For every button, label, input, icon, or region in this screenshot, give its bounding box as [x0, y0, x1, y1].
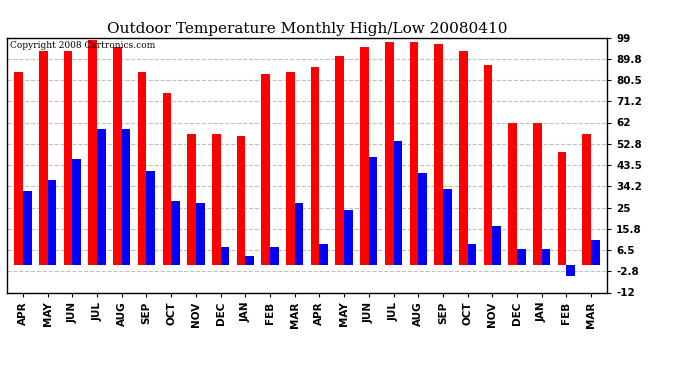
Bar — [113, 47, 121, 265]
Bar — [310, 68, 319, 265]
Bar — [582, 134, 591, 265]
Bar — [542, 249, 551, 265]
Bar — [493, 226, 501, 265]
Bar — [212, 134, 221, 265]
Bar — [443, 189, 451, 265]
Bar — [360, 47, 369, 265]
Bar — [72, 159, 81, 265]
Bar — [63, 51, 72, 265]
Bar — [344, 210, 353, 265]
Bar — [459, 51, 468, 265]
Bar — [39, 51, 48, 265]
Bar — [270, 246, 279, 265]
Bar — [171, 201, 180, 265]
Bar — [410, 42, 418, 265]
Bar — [369, 157, 377, 265]
Bar — [558, 152, 566, 265]
Bar — [517, 249, 526, 265]
Bar — [533, 123, 542, 265]
Bar — [509, 123, 517, 265]
Bar — [286, 72, 295, 265]
Bar — [14, 72, 23, 265]
Bar — [88, 40, 97, 265]
Bar — [295, 203, 304, 265]
Bar — [97, 129, 106, 265]
Bar — [221, 246, 229, 265]
Bar — [146, 171, 155, 265]
Bar — [385, 42, 393, 265]
Bar — [237, 136, 245, 265]
Text: Copyright 2008 Cartronics.com: Copyright 2008 Cartronics.com — [10, 41, 155, 50]
Bar — [23, 191, 32, 265]
Bar — [121, 129, 130, 265]
Bar — [196, 203, 204, 265]
Bar — [187, 134, 196, 265]
Bar — [138, 72, 146, 265]
Bar — [48, 180, 57, 265]
Bar — [468, 244, 476, 265]
Title: Outdoor Temperature Monthly High/Low 20080410: Outdoor Temperature Monthly High/Low 200… — [107, 22, 507, 36]
Bar — [591, 240, 600, 265]
Bar — [434, 44, 443, 265]
Bar — [418, 173, 427, 265]
Bar — [393, 141, 402, 265]
Bar — [484, 65, 493, 265]
Bar — [319, 244, 328, 265]
Bar — [245, 256, 254, 265]
Bar — [163, 93, 171, 265]
Bar — [566, 265, 575, 276]
Bar — [262, 74, 270, 265]
Bar — [335, 56, 344, 265]
